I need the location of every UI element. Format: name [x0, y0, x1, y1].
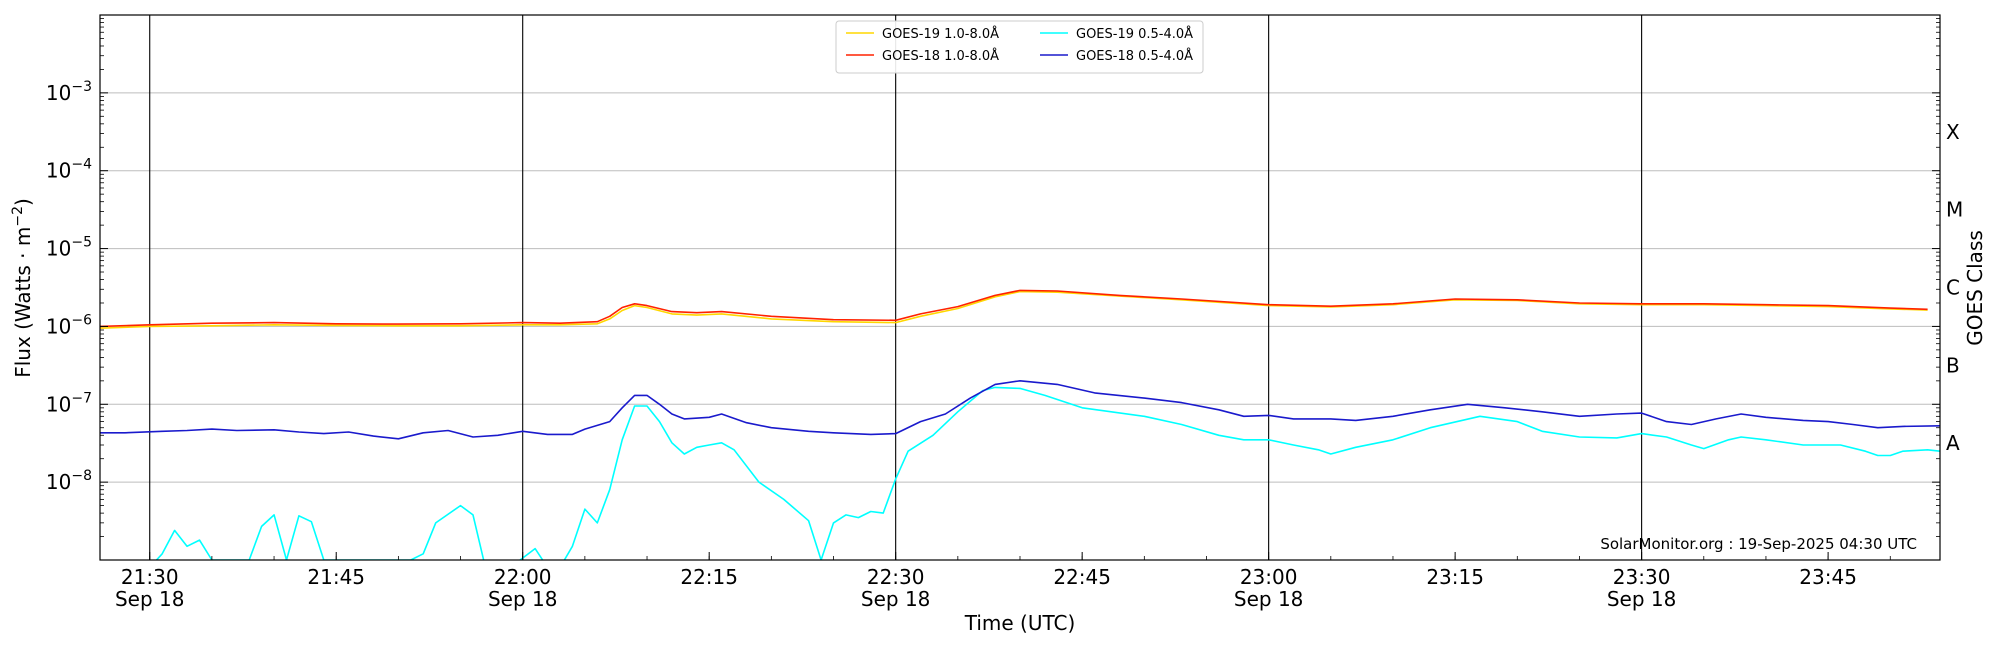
gridlines	[100, 92, 1940, 483]
x-tick-label: 23:15	[1426, 565, 1484, 589]
y-tick-label: 10−5	[46, 235, 92, 261]
y-tick-label: 10−4	[46, 157, 92, 183]
series-lines	[100, 289, 1940, 560]
goes-class-label: A	[1946, 431, 1960, 455]
svg-text:Flux (Watts · m−2): Flux (Watts · m−2)	[10, 198, 35, 378]
y-tick-label: 10−6	[46, 312, 92, 338]
y-axis-title-main: Flux (Watts · m	[11, 227, 35, 378]
x-tick-date-label: Sep 18	[488, 587, 558, 611]
legend-label: GOES-19 1.0-8.0Å	[882, 26, 999, 42]
goes-class-label: X	[1946, 120, 1960, 144]
y-tick-label: 10−3	[46, 79, 92, 105]
x-tick-label: 22:30	[867, 565, 925, 589]
x-tick-label: 23:30	[1613, 565, 1671, 589]
y-axis-title-exponent: −2	[10, 206, 26, 227]
x-tick-label: 21:30	[121, 565, 179, 589]
x-tick-label: 21:45	[307, 565, 365, 589]
series-line	[100, 290, 1928, 329]
goes-class-label: B	[1946, 353, 1960, 377]
legend-label: GOES-19 0.5-4.0Å	[1076, 26, 1193, 42]
y-tick-label: 10−8	[46, 468, 92, 494]
x-tick-label: 22:00	[494, 565, 552, 589]
series-line	[155, 386, 1940, 560]
x-tick-label: 23:00	[1240, 565, 1298, 589]
credit-text: SolarMonitor.org : 19-Sep-2025 04:30 UTC	[1600, 535, 1917, 553]
legend-label: GOES-18 1.0-8.0Å	[882, 48, 999, 64]
x-tick-label: 22:15	[680, 565, 738, 589]
goes-class-label: M	[1946, 198, 1963, 222]
plot-frame	[99, 14, 1941, 561]
day-marker-lines	[149, 15, 1643, 560]
x-tick-date-label: Sep 18	[1234, 587, 1304, 611]
y-axis-title-close: )	[11, 198, 35, 206]
legend: GOES-19 1.0-8.0Å GOES-18 1.0-8.0Å GOES-19 …	[835, 20, 1204, 74]
x-tick-date-label: Sep 18	[861, 587, 931, 611]
x-tick-label: 23:45	[1799, 565, 1857, 589]
y-axis-title: Flux (Watts · m−2)	[10, 198, 35, 378]
series-line	[100, 289, 1928, 328]
x-tick-date-label: Sep 18	[115, 587, 185, 611]
axis-ticks	[100, 18, 1940, 560]
legend-box	[835, 20, 1204, 74]
x-tick-label: 22:45	[1053, 565, 1111, 589]
legend-label: GOES-18 0.5-4.0Å	[1076, 48, 1193, 64]
series-line	[100, 379, 1940, 440]
right-axis-title: GOES Class	[1963, 230, 1987, 346]
y-tick-label: 10−7	[46, 390, 92, 416]
x-axis-title: Time (UTC)	[964, 611, 1076, 635]
goes-class-label: C	[1946, 276, 1960, 300]
x-tick-date-label: Sep 18	[1607, 587, 1677, 611]
